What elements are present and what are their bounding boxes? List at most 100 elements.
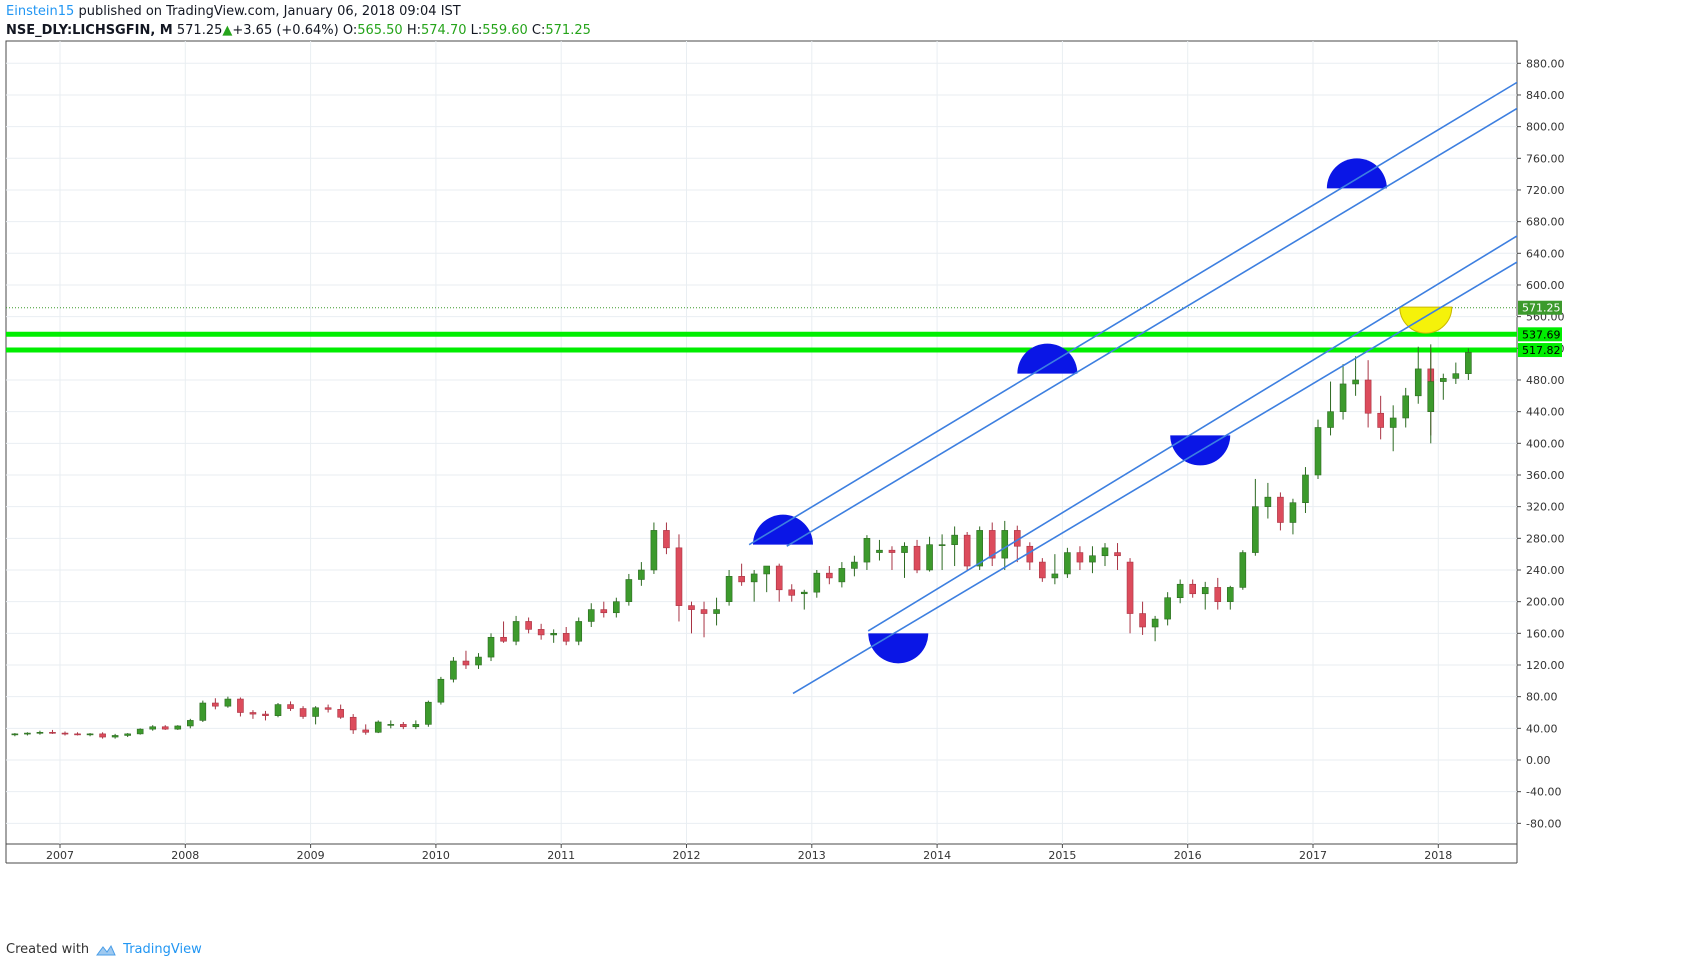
candle (788, 584, 796, 602)
y-tick-label: 240.00 (1526, 564, 1565, 577)
candle (1352, 356, 1359, 396)
candle-body (976, 530, 983, 567)
candle-body (525, 621, 532, 630)
candle-body (1101, 547, 1109, 557)
candle-body (337, 709, 344, 718)
candle (1252, 478, 1259, 556)
candle (161, 725, 169, 730)
candle-body (1076, 552, 1084, 563)
candle-body (1164, 597, 1171, 620)
candle-body (99, 733, 106, 738)
candle (1176, 579, 1184, 604)
candle-body (11, 733, 19, 736)
candle-body (1289, 502, 1297, 523)
candle-body (663, 530, 670, 549)
y-tick-label: 600.00 (1526, 279, 1565, 292)
candle (500, 621, 507, 643)
x-tick-label: 2018 (1424, 849, 1452, 862)
candle (750, 569, 758, 602)
footer: Created with TradingView (6, 942, 202, 957)
x-tick-label: 2012 (673, 849, 701, 862)
author-link[interactable]: Einstein15 (6, 4, 75, 19)
candle (901, 542, 908, 578)
candle (487, 633, 495, 662)
candle (149, 725, 157, 731)
candle (813, 569, 821, 598)
candle (212, 698, 219, 710)
x-axis: 2007 2008 2009 2010 2011 2012 2013 2014 2015 2016… (46, 844, 1452, 862)
candle-body (587, 609, 595, 622)
y-tick-label: 840.00 (1526, 89, 1565, 102)
candle (888, 546, 896, 570)
candle (349, 714, 357, 734)
candle (1440, 373, 1447, 400)
channel-line (792, 261, 1517, 695)
candle-body (400, 724, 407, 728)
candle (913, 539, 921, 574)
candle-body (312, 707, 319, 717)
candle (237, 697, 244, 717)
open-label: O: (342, 23, 358, 38)
candle (537, 623, 545, 640)
candle (11, 733, 19, 737)
candle (700, 601, 708, 638)
x-tick-label: 2013 (798, 849, 826, 862)
candle-body (512, 621, 520, 642)
candle-body (675, 547, 683, 606)
candle (249, 710, 257, 719)
tradingview-brand[interactable]: TradingView (123, 942, 202, 957)
y-tick-label: 200.00 (1526, 596, 1565, 609)
y-tick-label: 640.00 (1526, 247, 1565, 260)
candle-body (299, 708, 307, 717)
candle (400, 721, 407, 730)
candle-body (425, 701, 432, 725)
y-tick-label: 760.00 (1526, 152, 1565, 165)
candle-body (1352, 379, 1359, 385)
last-price: 571.25 (176, 23, 223, 38)
candle-body (1201, 587, 1209, 595)
candle (337, 704, 344, 719)
candle-body (888, 549, 896, 553)
ohlc-line: NSE_DLY:LICHSGFIN, M 571.25▲+3.65 (+0.64… (6, 21, 591, 40)
channel-line (786, 107, 1517, 547)
y-tick-label: 160.00 (1526, 627, 1565, 640)
candle (1051, 554, 1059, 585)
candle-body (1252, 506, 1259, 553)
price-label-bg (1518, 327, 1562, 342)
candle (951, 526, 958, 567)
y-tick-label: 40.00 (1526, 722, 1558, 735)
candle-body (1302, 474, 1309, 503)
candle (1151, 615, 1159, 642)
candle-body (1314, 427, 1322, 476)
price-label-support: 517.82 (1522, 344, 1561, 357)
candle-body (863, 538, 871, 563)
candle-body (237, 698, 244, 713)
candle-body (1176, 583, 1184, 599)
candle (49, 729, 56, 734)
y-tick-label: 440.00 (1526, 406, 1565, 419)
published-text: published on TradingView.com, January 06… (78, 4, 461, 19)
candle (1139, 601, 1146, 635)
candle-body (149, 726, 157, 730)
candle-body (1339, 383, 1347, 412)
candle (1364, 360, 1372, 428)
candle-body (1039, 561, 1046, 579)
x-tick-label: 2011 (547, 849, 575, 862)
up-arrow-icon: ▲ (222, 23, 233, 38)
candle (425, 700, 432, 727)
candle-body (324, 707, 332, 710)
y-tick-label: 720.00 (1526, 184, 1565, 197)
candle (199, 700, 207, 722)
candle (1126, 558, 1134, 634)
candle (1277, 492, 1284, 531)
candle-body (750, 573, 758, 583)
candle-body (713, 609, 720, 614)
low-value: 559.60 (482, 23, 528, 38)
x-tick-label: 2007 (46, 849, 74, 862)
candle (1101, 543, 1109, 567)
candle (187, 718, 194, 729)
candle (963, 531, 971, 570)
candle-body (963, 534, 971, 567)
candle (550, 629, 557, 643)
